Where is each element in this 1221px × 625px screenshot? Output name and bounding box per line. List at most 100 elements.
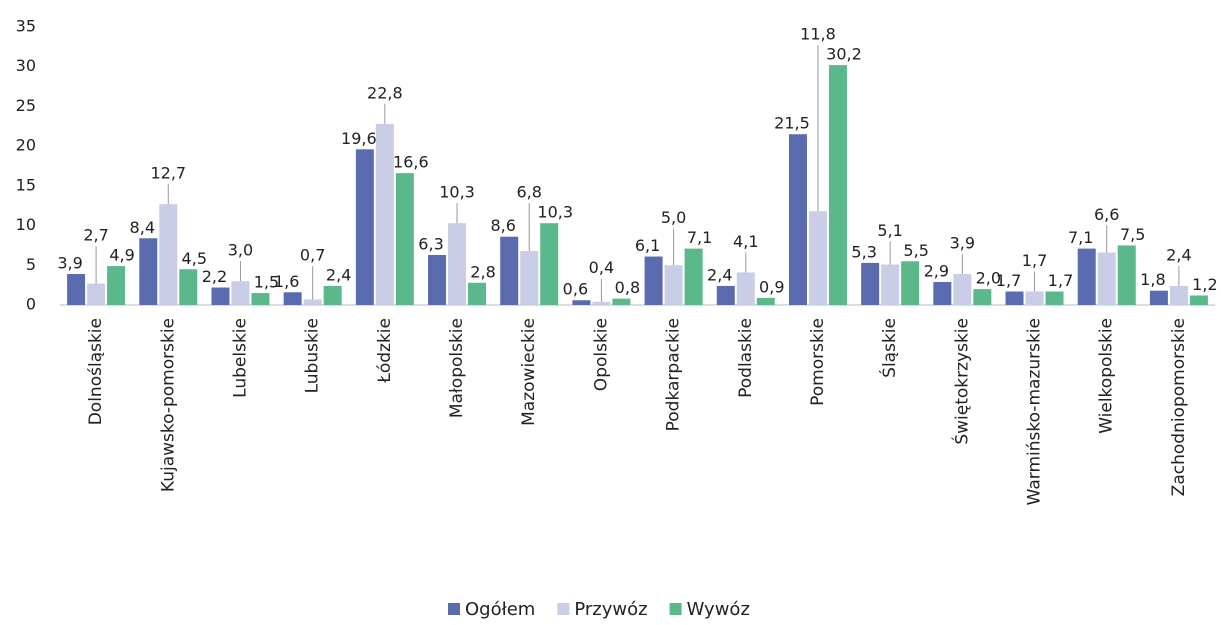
x-tick-label: Podkarpackie (664, 318, 684, 431)
value-label: 6,8 (516, 183, 541, 202)
bar (973, 289, 992, 305)
legend-label: Ogółem (465, 599, 535, 620)
bar (107, 266, 126, 305)
bar (428, 254, 447, 305)
x-tick-label: Zachodniopomorskie (1169, 318, 1189, 496)
value-label: 7,1 (1068, 228, 1093, 247)
x-tick-label: Warmińsko-mazurskie (1025, 318, 1045, 505)
bar (375, 123, 394, 305)
bar (323, 285, 342, 305)
bar (87, 283, 106, 305)
bar (283, 292, 302, 305)
x-tick-label: Śląskie (878, 318, 900, 378)
value-label: 4,5 (182, 249, 207, 268)
value-label: 6,1 (635, 236, 660, 255)
y-tick-label: 5 (26, 255, 36, 274)
value-label: 1,7 (1048, 271, 1073, 290)
value-label: 0,4 (589, 258, 614, 277)
value-label: 5,3 (851, 242, 876, 261)
bar (788, 134, 807, 305)
x-tick-label: Kujawsko-pomorskie (158, 318, 178, 492)
value-label: 8,6 (490, 216, 515, 235)
value-label: 3,0 (228, 241, 253, 260)
bar (1077, 248, 1096, 305)
bar (251, 293, 270, 305)
bar (179, 269, 198, 305)
bar (756, 297, 775, 305)
value-label: 12,7 (150, 164, 186, 183)
value-label: 5,5 (903, 241, 928, 260)
y-tick-label: 20 (16, 136, 36, 155)
value-label: 7,1 (687, 228, 712, 247)
bar (953, 274, 972, 305)
bar (828, 65, 847, 305)
bar (67, 274, 86, 305)
bar (355, 149, 374, 305)
legend-swatch (557, 603, 570, 615)
bar (1025, 291, 1044, 305)
bar (612, 298, 631, 305)
value-label: 0,9 (759, 277, 784, 296)
value-label: 1,7 (996, 271, 1021, 290)
bar (139, 238, 158, 305)
value-label: 0,8 (615, 278, 640, 297)
bar (303, 299, 322, 305)
value-label: 10,3 (439, 183, 475, 202)
bar (231, 281, 250, 305)
bar (1045, 291, 1064, 305)
x-tick-label: Pomorskie (808, 318, 828, 406)
value-label: 2,0 (976, 269, 1001, 288)
bar (1117, 245, 1136, 305)
bar (644, 256, 663, 305)
bar (901, 261, 920, 305)
value-label: 2,4 (1166, 245, 1191, 264)
value-label: 1,6 (274, 272, 299, 291)
x-tick-label: Wielkopolskie (1097, 318, 1117, 434)
value-label: 2,2 (202, 267, 227, 286)
bar (1189, 295, 1208, 305)
bar (933, 281, 952, 305)
value-label: 22,8 (367, 83, 403, 102)
value-label: 6,6 (1094, 205, 1119, 224)
x-tick-label: Łódzkie (375, 318, 395, 384)
bar (500, 236, 519, 305)
bar (572, 300, 591, 305)
y-tick-label: 15 (16, 175, 36, 194)
value-label: 1,8 (1140, 270, 1165, 289)
y-tick-label: 35 (16, 17, 36, 36)
y-tick-label: 10 (16, 215, 36, 234)
bar (1149, 290, 1168, 305)
value-label: 6,3 (418, 234, 443, 253)
x-tick-label: Mazowieckie (519, 318, 539, 426)
value-label: 19,6 (341, 129, 377, 148)
bar (861, 262, 880, 305)
bar (664, 265, 683, 305)
value-label: 30,2 (826, 45, 862, 64)
value-label: 5,1 (877, 221, 902, 240)
x-tick-label: Dolnośląskie (86, 318, 106, 425)
x-tick-label: Podlaskie (736, 318, 756, 398)
legend-swatch (669, 603, 682, 615)
bar (540, 223, 559, 305)
value-label: 2,8 (470, 262, 495, 281)
value-label: 0,7 (300, 245, 325, 264)
value-label: 3,9 (57, 254, 82, 273)
value-label: 2,4 (707, 265, 732, 284)
value-label: 1,7 (1022, 251, 1047, 270)
value-label: 1,5 (254, 273, 279, 292)
value-label: 3,9 (950, 234, 975, 253)
bar (716, 285, 735, 305)
bar (592, 301, 611, 305)
value-label: 0,6 (563, 280, 588, 299)
x-tick-label: Małopolskie (447, 318, 467, 418)
y-tick-label: 0 (26, 295, 36, 314)
bar (520, 250, 539, 305)
bar (1097, 252, 1116, 305)
value-label: 8,4 (130, 218, 155, 237)
legend-label: Przywóz (574, 599, 647, 620)
bar (736, 272, 755, 305)
bar (448, 223, 467, 305)
x-tick-label: Świętokrzyskie (950, 318, 972, 445)
x-tick-label: Lubuskie (303, 318, 323, 393)
